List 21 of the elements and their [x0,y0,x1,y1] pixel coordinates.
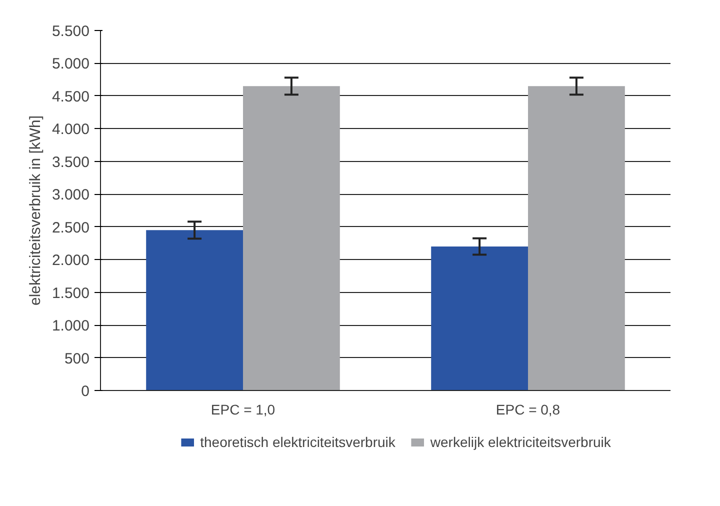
y-tick-label: 5.500 [52,23,90,40]
legend-label: theoretisch elektriciteitsverbruik [200,434,396,450]
legend-label: werkelijk elektriciteitsverbruik [430,434,611,450]
bar [146,230,243,390]
x-tick-label: EPC = 1,0 [210,402,276,418]
bar [243,86,340,390]
bar [431,246,528,390]
y-tick-label: 2.500 [52,219,90,236]
bar [528,86,625,390]
x-tick-label: EPC = 0,8 [496,402,560,418]
y-tick-label: 1.500 [52,284,90,302]
y-axis-title: elektriciteitsverbruik in [kWh] [26,115,44,306]
y-tick-label: 4.000 [52,121,90,138]
y-tick-label: 1.000 [52,318,90,335]
y-tick-label: 3.000 [52,186,90,204]
y-tick-label: 5.000 [52,56,90,73]
y-tick-label: 4.500 [52,88,90,106]
y-tick-label: 0 [81,383,90,400]
y-tick-label: 3.500 [52,154,90,171]
y-tick-label: 500 [64,350,90,368]
y-tick-label: 2.000 [52,252,90,270]
